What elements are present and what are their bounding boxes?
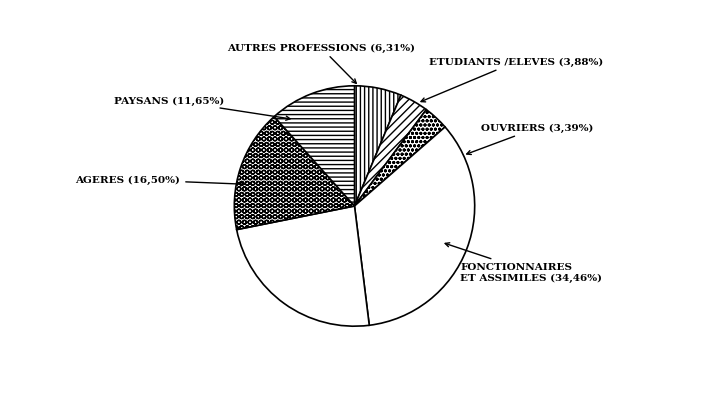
Text: AGERES (16,50%): AGERES (16,50%) [75,176,245,187]
Text: FONCTIONNAIRES
ET ASSIMILES (34,46%): FONCTIONNAIRES ET ASSIMILES (34,46%) [445,243,602,282]
Text: OUVRIERS (3,39%): OUVRIERS (3,39%) [467,124,593,155]
Wedge shape [354,96,426,206]
Wedge shape [354,128,475,325]
Text: ETUDIANTS /ELEVES (3,88%): ETUDIANTS /ELEVES (3,88%) [421,58,603,102]
Text: AUTRES PROFESSIONS (6,31%): AUTRES PROFESSIONS (6,31%) [227,44,415,84]
Wedge shape [234,117,354,230]
Wedge shape [237,206,369,326]
Text: PAYSANS (11,65%): PAYSANS (11,65%) [114,96,290,121]
Wedge shape [274,87,354,206]
Wedge shape [354,87,401,206]
Wedge shape [354,110,445,206]
